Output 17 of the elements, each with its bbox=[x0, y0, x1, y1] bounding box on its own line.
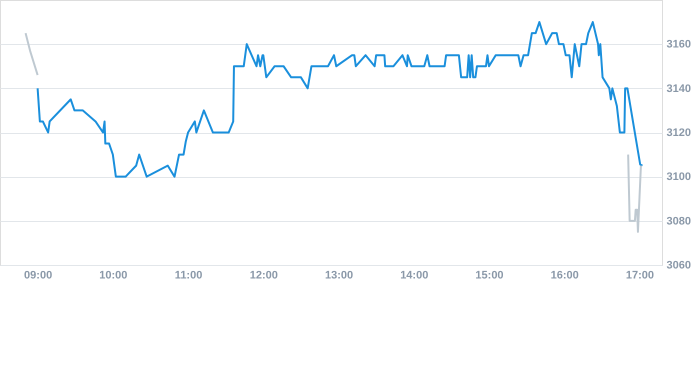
x-tick-label: 11:00 bbox=[174, 270, 202, 282]
y-tick-label: 3120 bbox=[666, 127, 691, 139]
x-tick-label: 12:00 bbox=[250, 270, 278, 282]
x-tick-label: 14:00 bbox=[400, 270, 428, 282]
x-tick-label: 09:00 bbox=[24, 270, 52, 282]
x-tick-label: 16:00 bbox=[550, 270, 579, 282]
x-tick-label: 10:00 bbox=[99, 270, 128, 282]
x-tick-label: 13:00 bbox=[324, 270, 354, 282]
x-tick-label: 15:00 bbox=[475, 270, 504, 282]
y-tick-label: 3080 bbox=[666, 215, 691, 228]
y-tick-label: 3140 bbox=[666, 82, 691, 95]
y-tick-label: 3100 bbox=[666, 171, 691, 184]
x-tick-label: 17:00 bbox=[626, 270, 654, 282]
line-series bbox=[627, 154, 642, 233]
line-series bbox=[36, 21, 644, 178]
y-tick-label: 3160 bbox=[666, 38, 691, 51]
y-tick-label: 3060 bbox=[666, 260, 691, 272]
